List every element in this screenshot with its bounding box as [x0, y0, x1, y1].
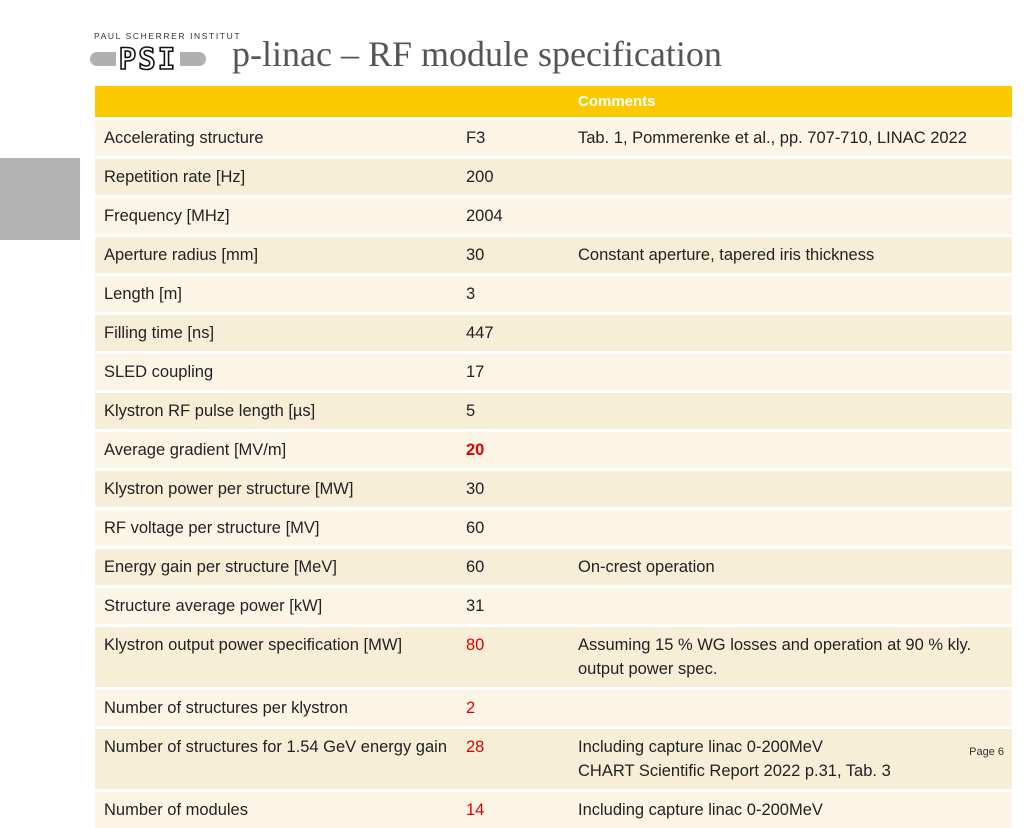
- comment: [569, 159, 1012, 195]
- side-block: [0, 158, 80, 240]
- comment: [569, 510, 1012, 546]
- parameter: Number of structures for 1.54 GeV energy…: [95, 729, 457, 789]
- comment: [569, 276, 1012, 312]
- value: 28: [457, 729, 569, 789]
- value: F3: [457, 120, 569, 156]
- value: 14: [457, 792, 569, 828]
- parameter: Structure average power [kW]: [95, 588, 457, 624]
- comment: [569, 471, 1012, 507]
- parameter: RF voltage per structure [MV]: [95, 510, 457, 546]
- value: 60: [457, 549, 569, 585]
- value: 5: [457, 393, 569, 429]
- header-cell: [457, 86, 569, 117]
- parameter: Klystron RF pulse length [µs]: [95, 393, 457, 429]
- comment: Including capture linac 0-200MeV: [569, 792, 1012, 828]
- comment: [569, 588, 1012, 624]
- value: 30: [457, 471, 569, 507]
- comment: [569, 315, 1012, 351]
- comment: Including capture linac 0-200MeV CHART S…: [569, 729, 1012, 789]
- value: 200: [457, 159, 569, 195]
- comment: Constant aperture, tapered iris thicknes…: [569, 237, 1012, 273]
- value: 3: [457, 276, 569, 312]
- comment: [569, 198, 1012, 234]
- parameter: Average gradient [MV/m]: [95, 432, 457, 468]
- slide: PAUL SCHERRER INSTITUT PSI p-linac – RF …: [0, 31, 1012, 828]
- comment: Tab. 1, Pommerenke et al., pp. 707-710, …: [569, 120, 1012, 156]
- value: 2004: [457, 198, 569, 234]
- parameter: Aperture radius [mm]: [95, 237, 457, 273]
- parameter: Number of modules: [95, 792, 457, 828]
- institute-name: PAUL SCHERRER INSTITUT: [94, 31, 242, 41]
- parameter: Frequency [MHz]: [95, 198, 457, 234]
- logo-text: PSI: [119, 44, 177, 74]
- value: 17: [457, 354, 569, 390]
- value: 60: [457, 510, 569, 546]
- value: 80: [457, 627, 569, 687]
- value: 31: [457, 588, 569, 624]
- parameter: Filling time [ns]: [95, 315, 457, 351]
- logo: PSI: [90, 44, 206, 74]
- parameter: Length [m]: [95, 276, 457, 312]
- parameter: Accelerating structure: [95, 120, 457, 156]
- comment: [569, 354, 1012, 390]
- page-number: Page 6: [969, 746, 1004, 758]
- parameter: Repetition rate [Hz]: [95, 159, 457, 195]
- parameter: Klystron output power specification [MW]: [95, 627, 457, 687]
- value: 20: [457, 432, 569, 468]
- header-cell: Comments: [569, 86, 1012, 117]
- comment: Assuming 15 % WG losses and operation at…: [569, 627, 1012, 687]
- header-cell: [95, 86, 457, 117]
- parameter: Klystron power per structure [MW]: [95, 471, 457, 507]
- logo-back: [116, 45, 180, 73]
- parameter: Number of structures per klystron: [95, 690, 457, 726]
- comment: On-crest operation: [569, 549, 1012, 585]
- value: 30: [457, 237, 569, 273]
- value: 447: [457, 315, 569, 351]
- comment: [569, 432, 1012, 468]
- value: 2: [457, 690, 569, 726]
- spec-table: Comments Accelerating structure F3 Tab. 1, …: [95, 86, 1012, 828]
- parameter: SLED coupling: [95, 354, 457, 390]
- comment: [569, 690, 1012, 726]
- comment: [569, 393, 1012, 429]
- parameter: Energy gain per structure [MeV]: [95, 549, 457, 585]
- slide-title: p-linac – RF module specification: [232, 34, 722, 74]
